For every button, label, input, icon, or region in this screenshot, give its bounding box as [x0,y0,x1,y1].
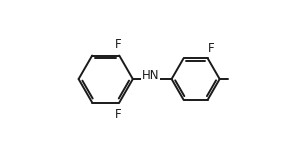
Text: F: F [114,108,121,121]
Text: F: F [114,38,121,51]
Text: F: F [207,42,214,55]
Text: HN: HN [142,69,159,82]
